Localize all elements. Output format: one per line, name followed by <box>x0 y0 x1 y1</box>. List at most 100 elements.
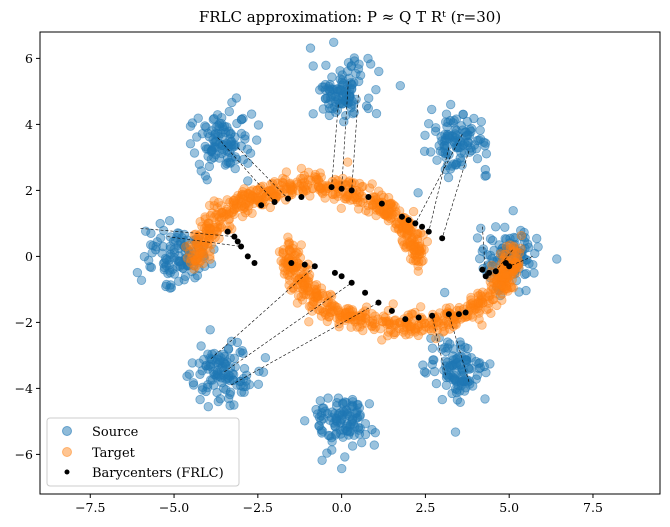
target-point <box>361 205 371 216</box>
target-point <box>221 206 231 217</box>
target-point <box>507 255 518 265</box>
barycenter-point <box>258 202 265 209</box>
target-point <box>352 191 362 201</box>
target-point <box>514 259 524 270</box>
target-point <box>371 210 381 221</box>
source-point <box>201 386 211 397</box>
target-point <box>261 191 272 201</box>
target-point <box>285 184 295 194</box>
target-point <box>507 275 517 285</box>
source-point <box>428 355 438 365</box>
target-point <box>354 189 364 199</box>
source-point <box>219 145 229 155</box>
target-point <box>313 304 323 315</box>
target-point <box>294 274 304 284</box>
source-point <box>223 344 234 355</box>
target-point <box>424 318 434 328</box>
target-point <box>373 314 383 324</box>
target-point <box>304 317 314 327</box>
target-point <box>384 319 394 330</box>
target-point <box>483 304 494 314</box>
target-point <box>212 222 223 232</box>
source-point <box>500 222 510 233</box>
target-point <box>194 242 204 253</box>
source-point <box>520 232 530 243</box>
target-point <box>509 241 519 251</box>
target-point <box>327 291 337 301</box>
source-point <box>427 104 437 115</box>
target-point <box>195 216 205 227</box>
target-point <box>486 281 497 291</box>
target-point <box>492 278 502 288</box>
target-point <box>500 284 510 294</box>
target-point <box>402 322 412 332</box>
target-point <box>406 309 417 319</box>
source-point <box>140 226 151 236</box>
target-point <box>471 299 481 310</box>
target-point <box>200 223 210 233</box>
target-point <box>381 208 392 218</box>
target-point <box>325 308 335 318</box>
target-point <box>296 163 307 174</box>
target-point <box>189 240 200 250</box>
target-point <box>501 272 511 283</box>
target-point <box>420 318 430 329</box>
target-point <box>290 250 300 261</box>
target-point <box>320 186 331 196</box>
target-point <box>297 277 307 288</box>
connection-line <box>237 147 289 199</box>
target-point <box>380 312 390 323</box>
target-point <box>341 192 351 202</box>
target-point <box>304 273 314 283</box>
source-point <box>246 109 257 119</box>
source-point <box>337 80 348 90</box>
target-point <box>353 204 364 214</box>
target-point <box>501 283 512 294</box>
source-point <box>471 356 481 367</box>
target-point <box>510 258 520 269</box>
target-point <box>475 299 485 309</box>
source-point <box>451 359 461 369</box>
target-point <box>406 321 417 332</box>
target-point <box>283 232 293 242</box>
target-point <box>499 274 509 284</box>
target-point <box>182 253 193 263</box>
target-point <box>492 280 503 291</box>
target-point <box>194 248 205 259</box>
target-point <box>356 316 366 326</box>
target-point <box>268 189 278 200</box>
legend-marker-source <box>62 426 72 436</box>
source-point <box>335 66 345 76</box>
target-point <box>214 216 225 226</box>
target-point <box>400 243 411 253</box>
source-point <box>509 240 519 251</box>
source-point <box>444 149 454 160</box>
source-point <box>461 355 471 365</box>
target-point <box>275 189 285 199</box>
target-point <box>285 180 296 191</box>
source-point <box>445 360 455 371</box>
target-point <box>438 316 448 326</box>
target-point <box>375 324 386 334</box>
target-point <box>233 190 243 201</box>
target-point <box>508 283 518 293</box>
target-point <box>349 310 359 320</box>
target-point <box>203 224 214 235</box>
target-point <box>209 200 219 211</box>
target-point <box>310 290 321 300</box>
target-point <box>466 303 476 313</box>
target-point <box>292 248 303 259</box>
target-point <box>494 286 504 296</box>
target-point <box>198 258 208 269</box>
source-point <box>337 99 347 109</box>
source-point <box>225 158 236 168</box>
target-point <box>290 273 300 283</box>
source-point <box>258 367 269 377</box>
target-point <box>278 247 288 258</box>
target-point <box>384 318 394 328</box>
target-point <box>299 170 310 181</box>
x-tick-label: 5.0 <box>499 500 519 515</box>
source-point <box>226 336 237 347</box>
source-point <box>239 387 249 398</box>
target-point <box>504 277 515 288</box>
